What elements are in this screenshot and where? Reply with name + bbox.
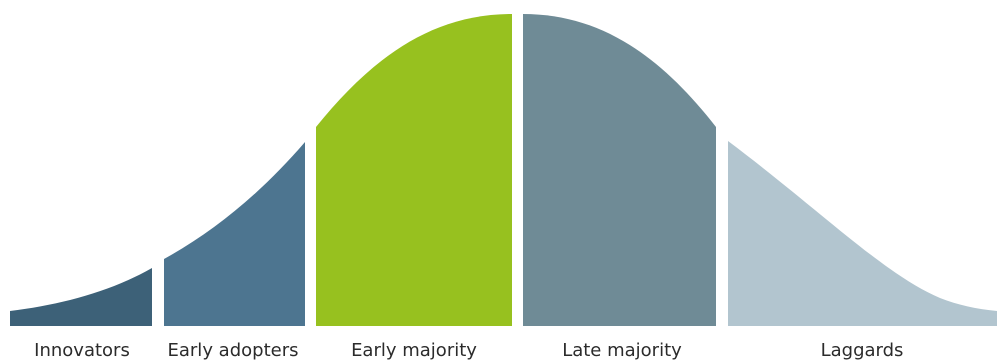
segment-early-adopters	[164, 142, 305, 326]
segment-labels: Innovators Early adopters Early majority…	[0, 339, 997, 362]
segment-innovators	[10, 268, 152, 326]
segment-laggards	[728, 141, 997, 326]
adoption-bell-curve	[10, 14, 997, 326]
label-early-adopters: Early adopters	[167, 340, 299, 361]
segment-late-majority	[523, 14, 716, 326]
segment-early-majority	[316, 14, 512, 326]
label-innovators: Innovators	[34, 340, 130, 361]
label-laggards: Laggards	[820, 340, 904, 361]
label-late-majority: Late majority	[562, 340, 682, 361]
label-early-majority: Early majority	[351, 340, 477, 361]
